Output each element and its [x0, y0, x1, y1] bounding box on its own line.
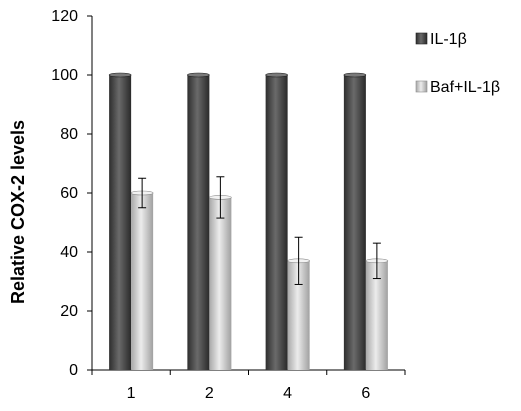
x-tick-label: 4: [283, 385, 292, 402]
bar-baf-il1b: [209, 197, 232, 370]
x-tick-label: 1: [127, 385, 136, 402]
bar-baf-il1b: [365, 260, 388, 370]
bar-cap: [187, 72, 210, 78]
y-tick-label: 120: [51, 8, 78, 25]
legend-swatch: [415, 32, 428, 45]
legend-label: Baf+IL-1β: [430, 79, 500, 96]
legend-label: IL-1β: [430, 31, 467, 48]
bar-cap: [108, 72, 132, 78]
y-axis-label: Relative COX-2 levels: [8, 120, 28, 304]
y-tick-label: 0: [69, 362, 78, 379]
y-tick-label: 80: [60, 126, 78, 143]
bar-il1b: [265, 75, 288, 370]
y-tick-label: 20: [60, 303, 78, 320]
y-tick-label: 40: [60, 244, 78, 261]
bar-il1b: [343, 75, 366, 370]
y-tick-label: 100: [51, 67, 78, 84]
bar-baf-il1b: [131, 193, 154, 370]
x-tick-label: 2: [205, 385, 214, 402]
x-tick-label: 6: [361, 385, 370, 402]
y-tick-label: 60: [60, 185, 78, 202]
bar-baf-il1b: [287, 260, 310, 370]
legend-swatch: [415, 80, 428, 93]
bar-cap: [343, 72, 367, 78]
legend: IL-1β Baf+IL-1β: [415, 31, 500, 96]
bar-il1b: [187, 75, 210, 370]
plot-area: 0 20 40 60 80 100 120 1 2 4 6: [51, 8, 406, 402]
bar-il1b: [109, 75, 132, 370]
bar-cap: [265, 72, 288, 78]
